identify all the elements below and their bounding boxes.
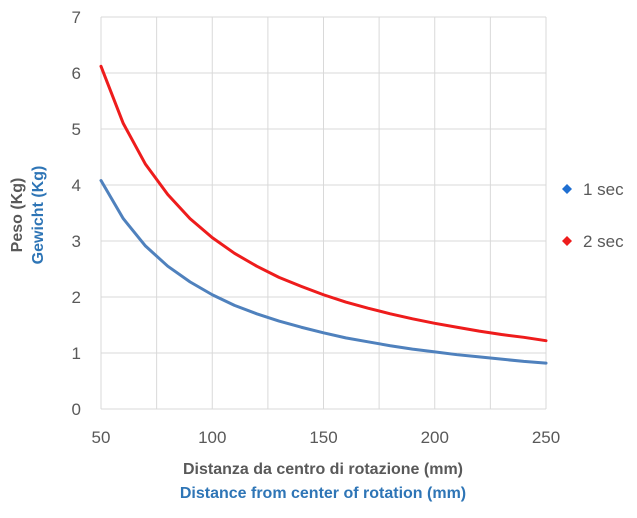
y-tick-label: 1 (72, 344, 81, 363)
y-axis-label-secondary: Gewicht (Kg) (30, 166, 47, 265)
y-tick-label: 6 (72, 64, 81, 83)
x-axis-ticks: 50 100 150 200 250 (92, 428, 561, 447)
y-tick-label: 7 (72, 8, 81, 27)
legend: 1 sec 2 sec (562, 180, 624, 251)
y-tick-label: 4 (72, 176, 81, 195)
x-tick-label: 150 (309, 428, 337, 447)
series-line-1 (99, 179, 548, 365)
y-tick-label: 3 (72, 232, 81, 251)
grid (100, 16, 547, 410)
x-tick-label: 200 (421, 428, 449, 447)
series-lines (99, 64, 548, 365)
x-axis-label: Distanza da centro di rotazione (mm) (183, 461, 463, 478)
series-line-2 (99, 64, 548, 343)
legend-marker-1 (562, 184, 572, 194)
y-tick-label: 0 (72, 400, 81, 419)
legend-marker-2 (562, 236, 572, 246)
x-tick-label: 250 (532, 428, 560, 447)
legend-label-2: 2 sec (583, 232, 624, 251)
y-tick-label: 5 (72, 120, 81, 139)
x-axis-label-secondary: Distance from center of rotation (mm) (180, 485, 466, 502)
legend-label-1: 1 sec (583, 180, 624, 199)
x-tick-label: 50 (92, 428, 111, 447)
y-axis-label: Peso (Kg) (9, 178, 26, 253)
x-tick-label: 100 (198, 428, 226, 447)
y-tick-label: 2 (72, 288, 81, 307)
y-axis-ticks: 0 1 2 3 4 5 6 7 (72, 8, 81, 419)
